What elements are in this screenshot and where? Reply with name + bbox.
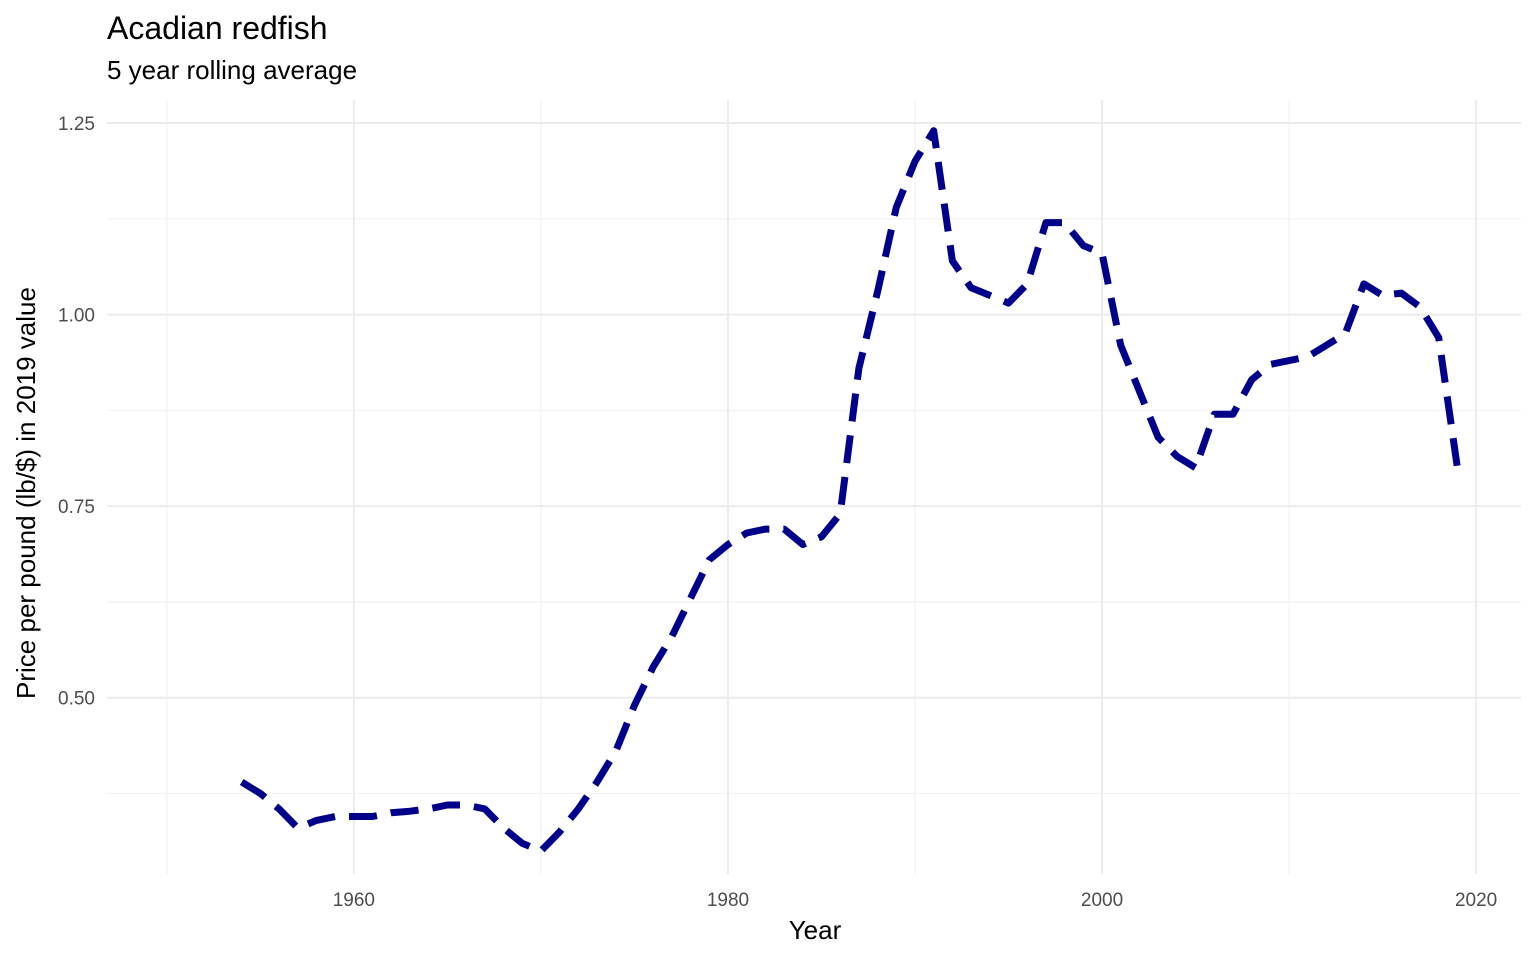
chart-subtitle: 5 year rolling average [107,55,357,85]
y-tick-label: 1.25 [58,114,95,135]
minor-gridlines [107,100,1521,874]
y-tick-label: 0.50 [58,689,95,710]
x-axis-tick-labels: 1960 1980 2000 2020 [333,890,1498,911]
x-tick-label: 1980 [707,890,749,911]
x-axis-title: Year [789,915,842,945]
x-tick-label: 2020 [1455,890,1497,911]
series-layer [239,127,1461,855]
major-gridlines [107,100,1521,874]
y-axis-tick-labels: 0.50 0.75 1.00 1.25 [58,114,95,710]
chart-title: Acadian redfish [107,10,328,46]
x-tick-label: 2000 [1081,890,1123,911]
y-axis-title: Price per pound (lb/$) in 2019 value [11,287,41,699]
y-tick-label: 0.75 [58,497,95,518]
x-tick-label: 1960 [333,890,375,911]
y-tick-label: 1.00 [58,306,95,327]
series-line [239,127,1461,855]
